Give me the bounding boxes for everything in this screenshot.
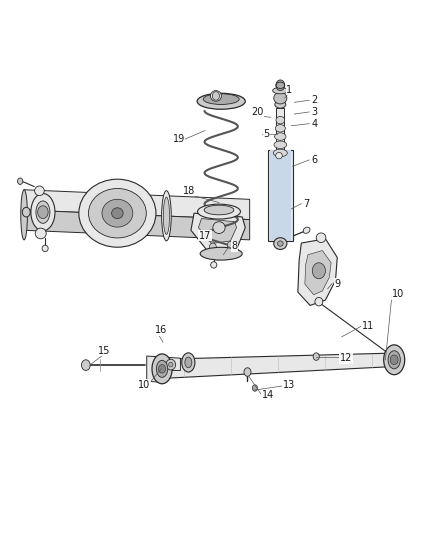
Text: 7: 7	[304, 199, 310, 208]
Ellipse shape	[203, 94, 239, 104]
Ellipse shape	[275, 125, 285, 132]
Text: 6: 6	[311, 155, 318, 165]
Ellipse shape	[35, 228, 46, 239]
Text: 11: 11	[362, 321, 374, 331]
Ellipse shape	[18, 178, 23, 184]
Polygon shape	[198, 219, 237, 244]
Ellipse shape	[36, 201, 50, 223]
Ellipse shape	[198, 204, 240, 219]
Text: 16: 16	[155, 326, 167, 335]
Circle shape	[390, 355, 398, 365]
Polygon shape	[305, 251, 331, 295]
Circle shape	[227, 241, 233, 249]
Circle shape	[38, 206, 48, 219]
Ellipse shape	[210, 91, 221, 101]
Text: 10: 10	[392, 289, 404, 299]
Text: 17: 17	[199, 231, 211, 240]
Ellipse shape	[315, 297, 323, 306]
Text: 8: 8	[231, 241, 237, 251]
Text: 12: 12	[340, 353, 352, 363]
Ellipse shape	[273, 149, 287, 157]
Ellipse shape	[211, 262, 217, 268]
Ellipse shape	[163, 197, 170, 235]
Ellipse shape	[42, 245, 48, 252]
Bar	[276, 108, 284, 150]
Circle shape	[159, 365, 166, 373]
Ellipse shape	[275, 133, 286, 140]
Ellipse shape	[200, 247, 242, 260]
Ellipse shape	[274, 92, 287, 104]
Text: 9: 9	[334, 279, 340, 288]
Circle shape	[244, 368, 251, 376]
Ellipse shape	[213, 222, 225, 233]
Polygon shape	[162, 353, 394, 378]
Ellipse shape	[112, 208, 123, 219]
Ellipse shape	[274, 141, 286, 149]
Text: 10: 10	[138, 380, 151, 390]
Polygon shape	[24, 210, 250, 240]
Text: 14: 14	[262, 391, 274, 400]
Text: 18: 18	[183, 186, 195, 196]
Circle shape	[313, 353, 319, 360]
Text: 20: 20	[251, 107, 264, 117]
Circle shape	[252, 385, 258, 391]
Text: 4: 4	[311, 119, 318, 128]
Circle shape	[312, 263, 325, 279]
Circle shape	[209, 243, 216, 252]
Text: 3: 3	[311, 107, 318, 117]
Bar	[268, 150, 293, 241]
Ellipse shape	[79, 179, 156, 247]
Ellipse shape	[156, 360, 168, 377]
Ellipse shape	[278, 241, 283, 246]
Ellipse shape	[384, 345, 405, 375]
Ellipse shape	[182, 353, 195, 372]
Ellipse shape	[303, 227, 310, 233]
Text: 13: 13	[283, 380, 295, 390]
Circle shape	[81, 360, 90, 370]
Ellipse shape	[204, 205, 234, 215]
Text: 2: 2	[311, 95, 318, 105]
Ellipse shape	[31, 193, 55, 231]
Text: 15: 15	[98, 346, 110, 356]
Ellipse shape	[169, 362, 173, 367]
Polygon shape	[147, 356, 180, 383]
Ellipse shape	[88, 189, 146, 238]
Ellipse shape	[102, 199, 133, 227]
Ellipse shape	[22, 207, 30, 217]
Text: 1: 1	[286, 85, 292, 94]
Circle shape	[276, 80, 285, 91]
Ellipse shape	[162, 191, 171, 241]
Ellipse shape	[185, 357, 192, 368]
Ellipse shape	[274, 238, 287, 249]
Text: 5: 5	[263, 130, 269, 139]
Circle shape	[212, 92, 219, 100]
Ellipse shape	[276, 152, 283, 159]
Polygon shape	[191, 213, 245, 251]
Ellipse shape	[275, 101, 286, 108]
Ellipse shape	[21, 190, 28, 240]
Ellipse shape	[316, 233, 326, 243]
Polygon shape	[24, 190, 250, 220]
Ellipse shape	[197, 93, 245, 109]
Ellipse shape	[166, 359, 176, 370]
Ellipse shape	[276, 116, 285, 124]
Ellipse shape	[35, 186, 44, 196]
Ellipse shape	[152, 354, 172, 384]
Polygon shape	[298, 239, 337, 305]
Bar	[270, 150, 291, 241]
Text: 19: 19	[173, 134, 185, 143]
Ellipse shape	[272, 87, 288, 94]
Ellipse shape	[388, 351, 400, 369]
